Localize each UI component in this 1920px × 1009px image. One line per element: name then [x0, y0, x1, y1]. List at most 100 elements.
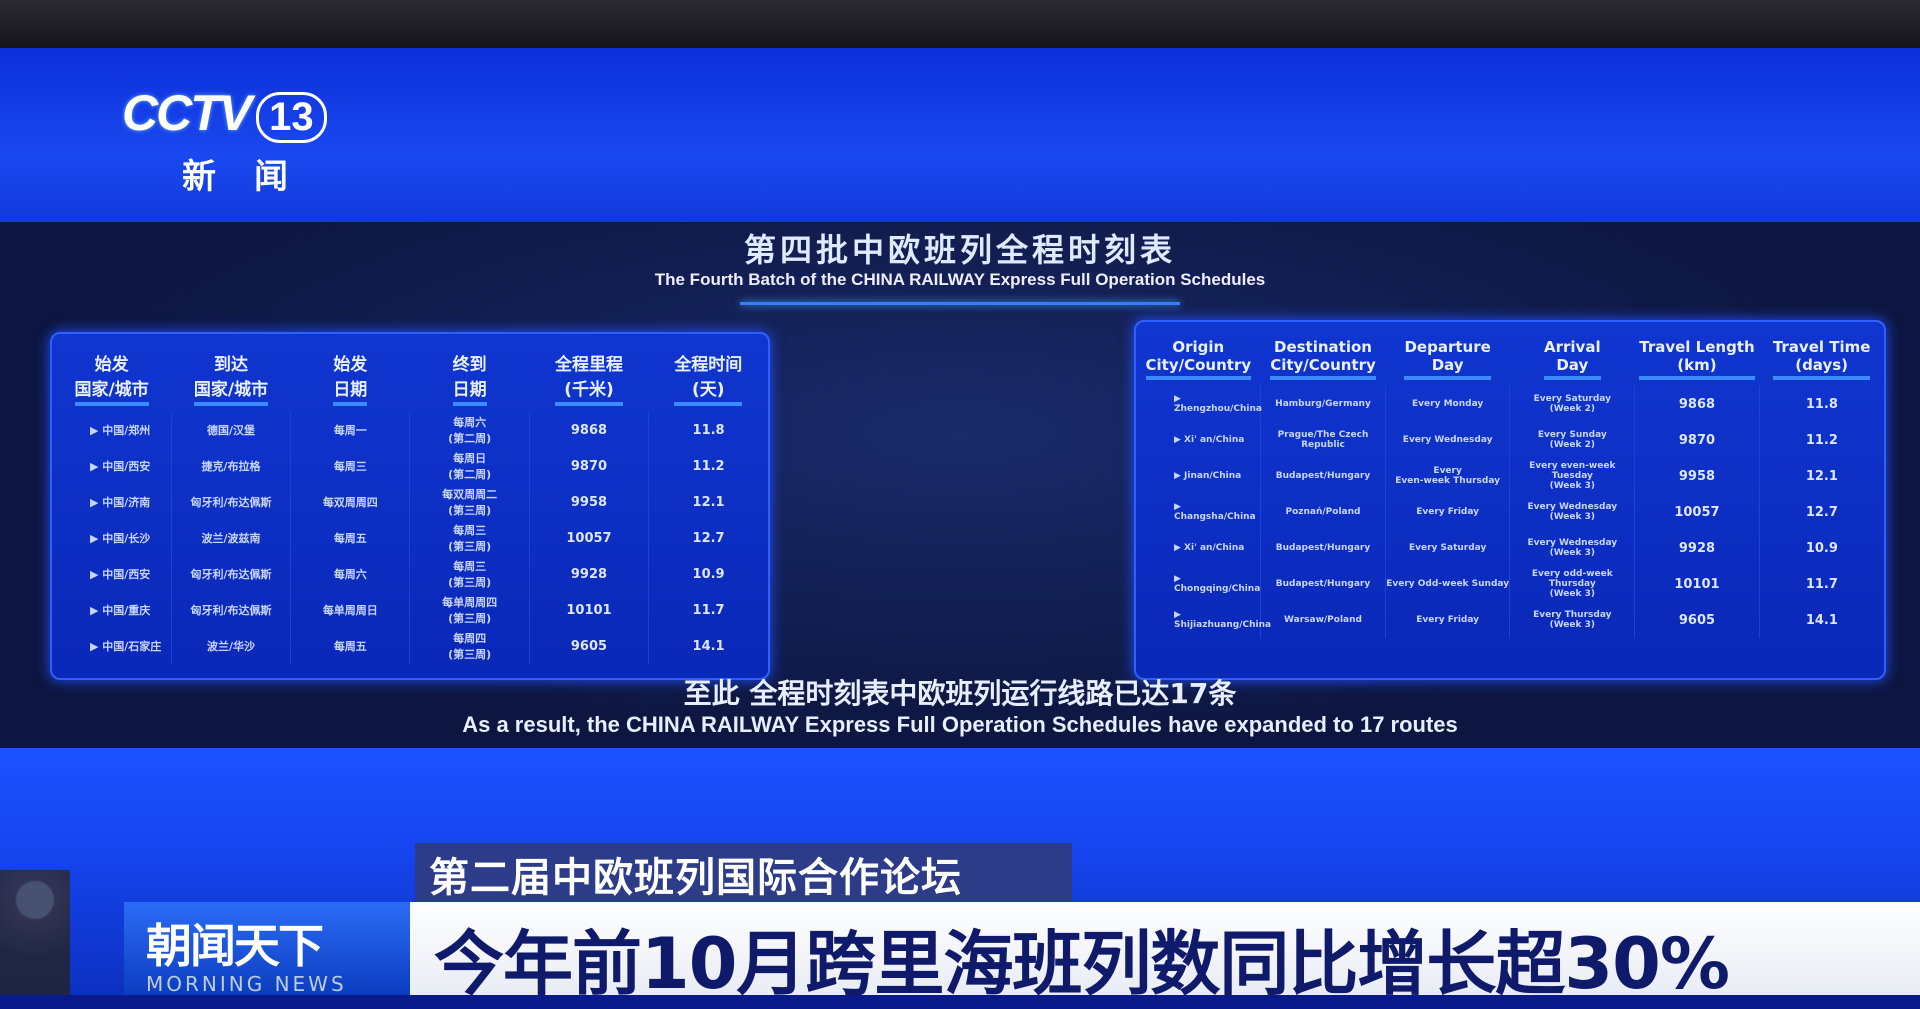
table-cell: 9928: [528, 556, 649, 592]
table-cell: 9928: [1634, 530, 1760, 566]
table-cell: Every Sunday (Week 2): [1509, 422, 1635, 458]
table-cell: ▶ 中国/石家庄: [90, 640, 162, 653]
table-cell: 11.8: [648, 412, 768, 448]
table-cell: ▶ 中国/济南: [90, 496, 151, 509]
table-cell: 每单周周四 (第三周): [409, 592, 530, 628]
table-cell: 每周六 (第二周): [409, 412, 530, 448]
table-cell: 10.9: [648, 556, 768, 592]
schedule-table-en: Origin City/Country Destination City/Coun…: [1134, 320, 1886, 680]
table-cell: 10101: [1634, 566, 1760, 602]
audience-member: [0, 870, 70, 995]
table-cell: Poznań/Poland: [1260, 494, 1386, 530]
event-tag: 第二届中欧班列国际合作论坛: [415, 843, 1072, 901]
table-cell: 11.2: [1758, 422, 1884, 458]
table-cell: 9870: [1634, 422, 1760, 458]
table-row: ▶ 中国/石家庄 波兰/华沙 每周五 每周四 (第三周) 9605 14.1: [52, 628, 768, 664]
table-cell: 每周三 (第三周): [409, 520, 530, 556]
table-cell: Every Wednesday (Week 3): [1509, 530, 1635, 566]
table-cell: Every Wednesday (Week 3): [1509, 494, 1635, 530]
table-cell: ▶ 中国/西安: [90, 568, 151, 581]
table-row: ▶ 中国/济南 匈牙利/布达佩斯 每双周周四 每双周周二 (第三周) 9958 12.1: [52, 484, 768, 520]
summary-en: As a result, the CHINA RAILWAY Express F…: [462, 712, 1458, 737]
table-cell: ▶ 中国/西安: [90, 460, 151, 473]
column-header: 到达 国家/城市: [193, 350, 269, 406]
table-cell: Every Saturday: [1384, 530, 1510, 566]
table-cell: 匈牙利/布达佩斯: [170, 556, 291, 592]
news-headline: 今年前10月跨里海班列数同比增长超30%: [410, 902, 1920, 1005]
table-cell: Every Even-week Thursday: [1384, 458, 1510, 494]
table-cell: 9868: [528, 412, 649, 448]
summary-cn: 至此 全程时刻表中欧班列运行线路已达17条: [683, 677, 1237, 710]
slide-title-en: The Fourth Batch of the CHINA RAILWAY Ex…: [654, 270, 1266, 289]
cctv-wordmark: CCTV: [122, 85, 252, 141]
title-underline: [740, 302, 1180, 305]
channel-logo: CCTV 13 新闻: [122, 84, 327, 198]
table-cell: 匈牙利/布达佩斯: [170, 484, 291, 520]
table-cell: 德国/汉堡: [170, 412, 291, 448]
table-cell: ▶ 中国/长沙: [90, 532, 151, 545]
table-cell: 9870: [528, 448, 649, 484]
column-header: Destination City/Country: [1270, 338, 1376, 380]
table-cell: ▶ Shijiazhuang/China: [1174, 610, 1272, 630]
table-cell: ▶ 中国/郑州: [90, 424, 151, 437]
table-row: ▶ Shijiazhuang/China Warsaw/Poland Every F…: [1136, 602, 1884, 638]
table-cell: Budapest/Hungary: [1260, 530, 1386, 566]
show-logo: 朝闻天下 MORNING NEWS: [124, 902, 410, 996]
table-cell: 14.1: [648, 628, 768, 664]
table-cell: 10057: [528, 520, 649, 556]
table-cell: 匈牙利/布达佩斯: [170, 592, 291, 628]
table-row: ▶ 中国/西安 匈牙利/布达佩斯 每周六 每周三 (第三周) 9928 10.9: [52, 556, 768, 592]
table-cell: 波兰/华沙: [170, 628, 291, 664]
table-cell: ▶ Xi' an/China: [1174, 543, 1245, 553]
channel-number: 13: [256, 92, 327, 143]
column-header: Arrival Day: [1544, 338, 1601, 380]
table-cell: ▶ Jinan/China: [1174, 471, 1242, 481]
table-cell: ▶ Zhengzhou/China: [1174, 394, 1262, 414]
table-row: ▶ Zhengzhou/China Hamburg/Germany Every Mo…: [1136, 386, 1884, 422]
table-cell: Warsaw/Poland: [1260, 602, 1386, 638]
table-row: ▶ Chongqing/China Budapest/Hungary Every O…: [1136, 566, 1884, 602]
table-row: ▶ Jinan/China Budapest/Hungary Every Even-…: [1136, 458, 1884, 494]
table-row: ▶ Xi' an/China Prague/The Czech Republic E…: [1136, 422, 1884, 458]
table-cell: 11.8: [1758, 386, 1884, 422]
table-row: ▶ Changsha/China Poznań/Poland Every Frida…: [1136, 494, 1884, 530]
ceiling-strip: [0, 0, 1920, 50]
table-cell: Every Monday: [1384, 386, 1510, 422]
schedule-table-cn: 始发 国家/城市 到达 国家/城市 始发 日期 终到 日期 全程里程 (千米) 全程时间 …: [50, 332, 770, 680]
table-cell: Every even-week Tuesday (Week 3): [1509, 458, 1635, 494]
column-header: 终到 日期: [452, 350, 487, 406]
table-cell: 每双周周二 (第三周): [409, 484, 530, 520]
show-name-en: MORNING NEWS: [146, 972, 347, 996]
table-cell: 9958: [528, 484, 649, 520]
table-header-row: Origin City/Country Destination City/Coun…: [1136, 322, 1884, 386]
table-cell: ▶ 中国/重庆: [90, 604, 151, 617]
table-cell: Hamburg/Germany: [1260, 386, 1386, 422]
table-row: ▶ 中国/重庆 匈牙利/布达佩斯 每单周周日 每单周周四 (第三周) 10101 11.7: [52, 592, 768, 628]
table-cell: 9605: [528, 628, 649, 664]
column-header: Travel Length (km): [1639, 338, 1755, 380]
column-header: 始发 日期: [333, 350, 368, 406]
table-cell: Every odd-week Thursday (Week 3): [1509, 566, 1635, 602]
table-cell: 每周五: [290, 628, 410, 664]
table-row: ▶ 中国/郑州 德国/汉堡 每周一 每周六 (第二周) 9868 11.8: [52, 412, 768, 448]
table-cell: 12.7: [648, 520, 768, 556]
table-cell: ▶ Changsha/China: [1174, 502, 1256, 522]
background-band: [0, 48, 1920, 228]
column-header: Origin City/Country: [1145, 338, 1252, 380]
table-cell: Every Friday: [1384, 602, 1510, 638]
column-header: 全程里程 (千米): [554, 350, 623, 406]
table-cell: 每周四 (第三周): [409, 628, 530, 664]
table-cell: 10057: [1634, 494, 1760, 530]
table-cell: 11.2: [648, 448, 768, 484]
table-cell: 每周三 (第三周): [409, 556, 530, 592]
table-cell: Every Wednesday: [1384, 422, 1510, 458]
column-header: 全程时间 (天): [674, 350, 743, 406]
table-cell: Budapest/Hungary: [1260, 566, 1386, 602]
table-row: ▶ Xi' an/China Budapest/Hungary Every Satu…: [1136, 530, 1884, 566]
table-row: ▶ 中国/西安 捷克/布拉格 每周三 每周日 (第二周) 9870 11.2: [52, 448, 768, 484]
column-header: Travel Time (days): [1772, 338, 1871, 380]
slide-title-cn: 第四批中欧班列全程时刻表: [743, 231, 1176, 269]
table-cell: 每周一: [290, 412, 410, 448]
table-cell: 每双周周四: [290, 484, 410, 520]
table-cell: 每周三: [290, 448, 410, 484]
